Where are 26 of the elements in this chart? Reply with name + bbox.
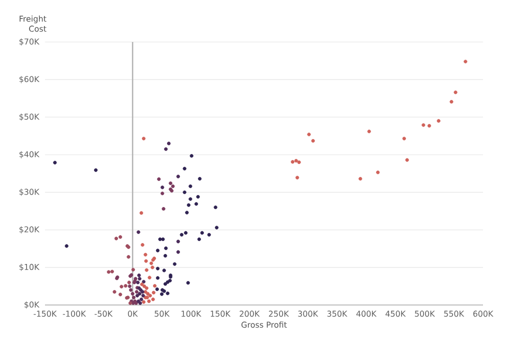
x-tick-label: 500K [414,310,436,317]
y-tick-label: $50K [19,114,40,121]
x-tick-label: 200K [240,310,260,317]
y-tick-label: $60K [19,76,40,84]
x-tick-label: -150K [34,310,57,317]
x-tick-label: -50K [94,310,113,317]
y-axis-title: Freight Cost [20,16,46,32]
x-tick-label: 550K [444,310,464,317]
x-tick-label: 50K [154,310,170,317]
y-tick-label: $0K [24,301,40,309]
x-tick-label: -100K [62,310,86,317]
x-tick-label: 450K [386,310,406,317]
x-tick-label: 100K [182,310,202,317]
y-tick-label: $40K [19,151,40,158]
x-tick-label: 400K [356,310,377,317]
y-tick-label: $30K [19,188,40,196]
x-tick-label: 0K [128,310,138,317]
y-tick-label: $20K [19,226,40,234]
y-tick-label: $70K [19,38,40,46]
x-tick-label: 300K [298,310,318,317]
x-axis-title: Gross Profit [241,322,287,328]
x-tick-label: 250K [268,310,290,317]
x-tick-label: 350K [327,310,348,317]
x-tick-label: 150K [210,310,231,317]
y-tick-label: $10K [19,264,40,272]
x-tick-label: 600K [473,310,494,317]
